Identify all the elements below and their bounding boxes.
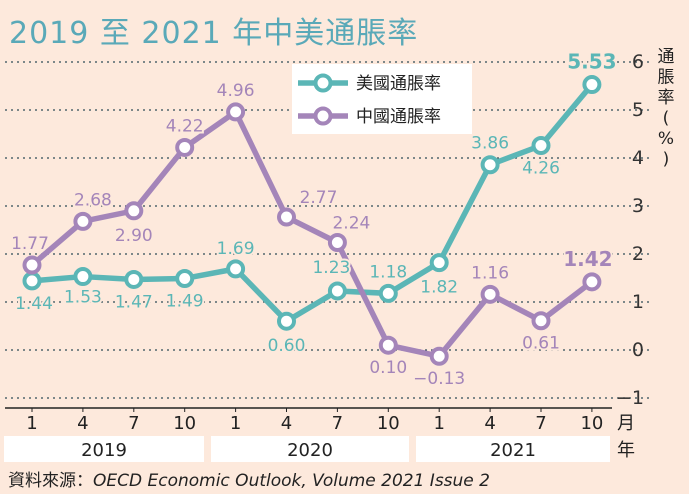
us-data-label: 1.82 [420, 278, 458, 298]
china-data-point [582, 272, 602, 292]
us-data-label: 5.53 [567, 50, 616, 74]
y-tick-label: 0 [632, 339, 644, 361]
china-data-label: −0.13 [413, 369, 465, 389]
us-data-label: 1.18 [369, 262, 407, 282]
us-data-point [73, 267, 93, 287]
source-org: OECD Economic Outlook, Volume 2021 Issue… [93, 471, 490, 491]
us-data-point [327, 281, 347, 301]
china-data-point [277, 207, 296, 227]
us-data-point [277, 311, 296, 331]
us-data-label: 1.49 [166, 291, 204, 311]
china-data-point [378, 335, 398, 355]
y-axis-label: 通脹率(%) [658, 47, 675, 170]
x-tick-label: 10 [580, 413, 603, 434]
china-data-point [327, 232, 347, 252]
china-data-label: 0.10 [369, 358, 407, 378]
china-data-label: 2.90 [115, 226, 153, 246]
data-labels: 1.44 1.53 1.47 1.49 1.69 0.60 1.23 1.18 1.82 3.86… [9, 48, 619, 392]
us-data-point [226, 259, 246, 279]
legend-swatch-marker [313, 106, 333, 126]
x-tick-label: 7 [535, 413, 546, 434]
y-axis-ticks: −1 0 1 2 3 4 5 6 [616, 51, 644, 409]
y-tick-label: 2 [632, 243, 644, 265]
month-unit-label: 月 [617, 413, 635, 434]
x-tick-label: 7 [332, 413, 343, 434]
x-tick-label: 1 [433, 413, 444, 434]
year-band [211, 436, 409, 462]
china-data-label: 0.61 [522, 334, 560, 354]
us-data-point [531, 136, 551, 156]
x-tick-label: 7 [128, 413, 139, 434]
y-tick-label: 5 [632, 99, 644, 121]
us-data-label: 4.26 [522, 159, 560, 179]
x-tick-label: 1 [26, 413, 37, 434]
us-data-label: 1.47 [115, 292, 153, 312]
china-data-point [124, 201, 144, 221]
us-data-label: 0.60 [268, 336, 306, 356]
x-tick-label: 4 [281, 413, 292, 434]
china-data-label: 2.68 [74, 190, 112, 210]
china-data-point [480, 284, 500, 304]
x-tick-label: 1 [230, 413, 241, 434]
china-data-label: 4.96 [217, 81, 255, 101]
year-label: 2020 [287, 440, 333, 461]
year-label: 2021 [490, 440, 536, 461]
legend-entry-label: 美國通脹率 [356, 74, 441, 94]
source-note: 資料來源：OECD Economic Outlook, Volume 2021 … [8, 466, 490, 491]
china-data-point [175, 137, 195, 157]
year-band [4, 436, 204, 462]
us-data-point [124, 269, 144, 289]
year-unit-label: 年 [617, 440, 635, 461]
y-tick-label: 1 [632, 291, 644, 313]
series-lines [22, 75, 602, 366]
chart-title: 2019 至 2021 年中美通脹率 [9, 16, 419, 51]
legend-swatch-marker [313, 73, 333, 93]
china-data-label: 2.24 [332, 213, 370, 233]
china-data-point [226, 102, 246, 122]
us-data-label: 1.69 [217, 239, 255, 259]
china-data-point [73, 211, 93, 231]
china-data-label: 4.22 [166, 116, 204, 136]
china-data-point [22, 255, 42, 275]
year-label: 2019 [81, 440, 127, 461]
x-tick-label: 4 [77, 413, 88, 434]
us-data-label: 1.53 [64, 288, 102, 308]
y-tick-label: 3 [632, 195, 644, 217]
source-label: 資料來源： [8, 471, 93, 491]
x-tick-label: 10 [173, 413, 196, 434]
us-data-label: 1.23 [312, 258, 350, 278]
us-data-point [429, 253, 449, 273]
us-data-point [175, 268, 195, 288]
us-data-label: 1.44 [15, 294, 53, 314]
us-data-point [22, 271, 42, 291]
x-tick-label: 10 [377, 413, 400, 434]
y-tick-label: 6 [632, 51, 644, 73]
x-tick-label: 4 [484, 413, 495, 434]
y-tick-label: 4 [632, 147, 644, 169]
china-data-point [429, 346, 449, 366]
us-data-point [480, 155, 500, 175]
us-data-label: 3.86 [471, 134, 509, 154]
china-data-point [531, 311, 551, 331]
us-data-point [582, 75, 602, 95]
us-data-point [378, 283, 398, 303]
y-tick-label: −1 [616, 387, 644, 409]
china-data-label: 1.42 [563, 247, 612, 271]
china-data-label: 2.77 [300, 188, 338, 208]
legend-entry-label: 中國通脹率 [356, 107, 441, 127]
china-data-label: 1.16 [471, 263, 509, 283]
x-axis: 1 4 7 10 1 4 7 10 1 4 7 10 月 2019 2020 2021 年 [4, 407, 635, 462]
china-data-label: 1.77 [11, 234, 49, 254]
year-band [416, 436, 610, 462]
